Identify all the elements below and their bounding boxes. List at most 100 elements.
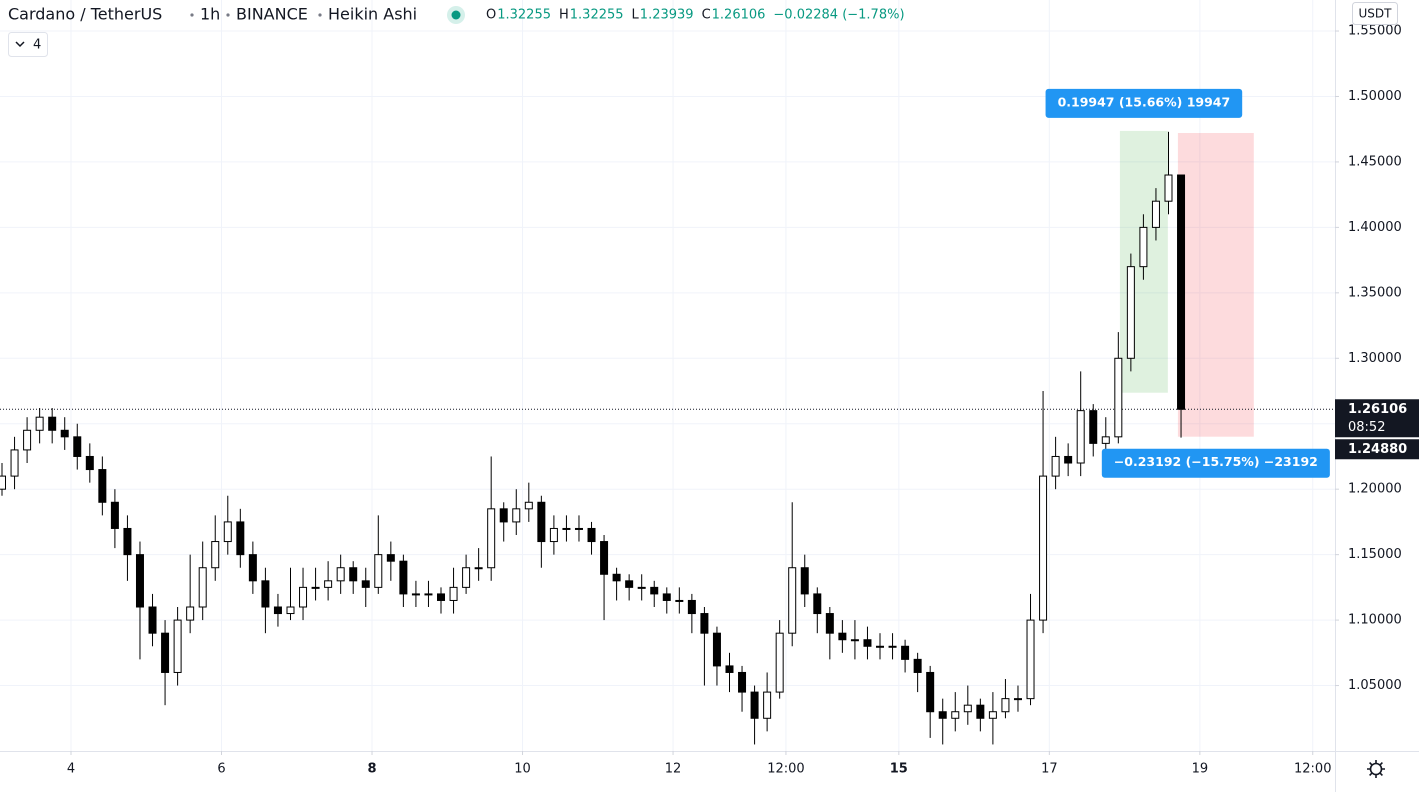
candle-body <box>600 541 609 575</box>
candle-body <box>374 554 383 588</box>
y-tick-label: 1.50000 <box>1348 89 1402 104</box>
candle-body <box>650 586 659 595</box>
measure-label: 0.19947 (15.66%) 19947 <box>1058 94 1231 109</box>
symbol[interactable]: Cardano / TetherUS <box>8 5 162 24</box>
candle-body <box>675 599 684 602</box>
candle-body <box>73 436 82 457</box>
ohlc-value: 1.32255 <box>497 8 551 23</box>
exchange: BINANCE <box>236 5 308 24</box>
x-tick-label: 12:00 <box>767 762 804 777</box>
settings-button[interactable] <box>1367 760 1385 778</box>
gear-icon <box>1369 762 1383 776</box>
candle-body <box>286 606 295 615</box>
candle-body <box>110 501 119 529</box>
y-tick-label: 1.05000 <box>1348 678 1402 693</box>
candle-body <box>1039 475 1048 621</box>
currency-button[interactable] <box>1352 2 1398 25</box>
candle-body <box>35 416 44 431</box>
candle-body <box>687 599 696 615</box>
candle-body <box>574 527 583 530</box>
price-change: −0.02284 (−1.78%) <box>773 8 904 23</box>
candle-body <box>462 567 471 588</box>
candle-body <box>763 691 772 719</box>
candle-body <box>273 606 282 615</box>
indicator-count: 4 <box>33 38 41 53</box>
candle-body <box>487 508 496 569</box>
ohlc-key: O <box>486 8 496 23</box>
candle-body <box>223 521 232 543</box>
candle-body <box>662 593 671 601</box>
candle-body <box>186 606 195 621</box>
candle-body <box>173 619 182 673</box>
candle-body <box>1064 455 1073 464</box>
ohlc-value: 1.32255 <box>570 8 624 23</box>
candle-body <box>712 632 721 667</box>
candle-body <box>963 704 972 713</box>
candle-body <box>813 593 822 615</box>
candle-body <box>926 671 935 713</box>
candle-body <box>938 711 947 719</box>
candle-body <box>123 527 132 556</box>
candle-body <box>85 455 94 471</box>
candle-body <box>512 508 521 523</box>
candle-body <box>1076 410 1085 464</box>
y-tick-label: 1.55000 <box>1348 24 1402 39</box>
indicators-toggle[interactable] <box>8 32 48 57</box>
candle-body <box>876 645 885 648</box>
candle-body <box>700 613 709 634</box>
ohlc-value: 1.23939 <box>640 8 694 23</box>
x-tick-label: 17 <box>1041 762 1058 777</box>
y-tick-label: 1.30000 <box>1348 351 1402 366</box>
candle-body <box>1001 698 1010 713</box>
candle-body <box>524 501 533 510</box>
candle-body <box>1151 200 1160 228</box>
ohlc-key: C <box>702 8 711 23</box>
interval[interactable]: 1h <box>200 5 220 24</box>
candle-body <box>211 541 220 569</box>
last-price-box <box>1335 399 1419 438</box>
candle-body <box>135 554 144 608</box>
x-tick-label: 4 <box>67 762 75 777</box>
x-tick-label: 12 <box>665 762 682 777</box>
chart-style[interactable]: Heikin Ashi <box>328 5 417 24</box>
candle-body <box>901 645 910 660</box>
candle-body <box>248 554 257 582</box>
x-tick-label: 10 <box>514 762 531 777</box>
ohlc-key: L <box>632 8 640 23</box>
separator <box>190 13 194 17</box>
candle-body <box>98 469 107 503</box>
candle-body <box>951 711 960 719</box>
separator <box>226 13 230 17</box>
candle-body <box>198 567 207 608</box>
candle-body <box>625 580 634 588</box>
candle-body <box>1164 174 1173 202</box>
candle-body <box>48 416 57 431</box>
low-marker-box <box>1335 439 1419 460</box>
candle-body <box>612 573 621 582</box>
low-marker-label: 1.24880 <box>1348 442 1407 457</box>
x-tick-label: 12:00 <box>1294 762 1331 777</box>
candle-body <box>236 521 245 556</box>
market-status-dot <box>451 10 461 20</box>
separator <box>318 13 322 17</box>
candle-body <box>361 580 370 588</box>
candle-body <box>349 567 358 582</box>
measure-label: −0.23192 (−15.75%) −23192 <box>1114 454 1318 469</box>
candle-body <box>587 527 596 543</box>
candle-body <box>1026 619 1035 700</box>
candle-body <box>988 711 997 719</box>
candle-body <box>850 639 859 642</box>
candle-body <box>888 645 897 648</box>
last-price-label: 1.26106 <box>1348 402 1407 417</box>
ohlc-key: H <box>559 8 569 23</box>
candle-body <box>424 593 433 596</box>
y-tick-label: 1.10000 <box>1348 613 1402 628</box>
ohlc-value: 1.26106 <box>712 8 766 23</box>
candle-body <box>324 580 333 588</box>
x-tick-label: 19 <box>1192 762 1209 777</box>
candle-body <box>788 567 797 634</box>
ohlc-values: O 1.32255 H 1.32255 L 1.23939 C 1.26106 −0.02284… <box>486 8 905 23</box>
candle-body <box>562 527 571 530</box>
candle-body <box>1089 410 1098 444</box>
